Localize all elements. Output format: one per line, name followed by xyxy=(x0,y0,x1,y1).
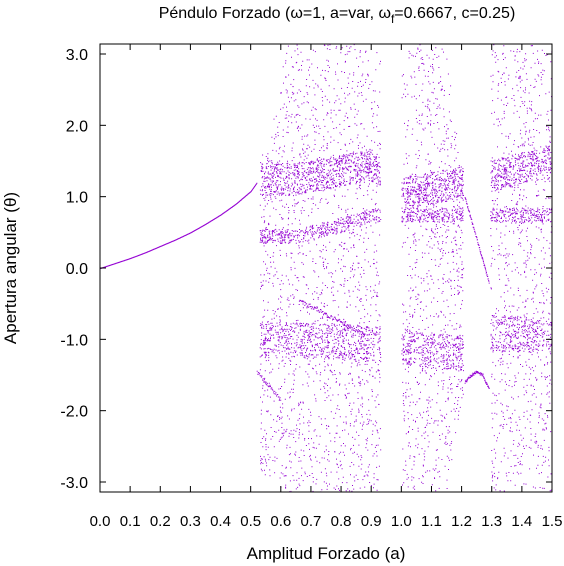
x-tick-label: 1.1 xyxy=(421,513,442,530)
x-tick-label: 0.0 xyxy=(90,513,111,530)
x-tick-label: 0.4 xyxy=(210,513,231,530)
title-omega: ω xyxy=(290,5,303,22)
chart-title: Péndulo Forzado (ω=1, a=var, ωf=0.6667, … xyxy=(159,5,516,26)
x-tick-label: 1.0 xyxy=(391,513,412,530)
x-tick-label: 0.3 xyxy=(180,513,201,530)
title-subscript: f xyxy=(391,12,395,26)
y-axis: 3.0 2.0 1.0 0.0 -1.0 -2.0 -3.0 xyxy=(60,47,552,492)
x-tick-label: 0.8 xyxy=(331,513,352,530)
x-axis-label: Amplitud Forzado (a) xyxy=(247,544,406,563)
x-tick-label: 1.5 xyxy=(542,513,563,530)
y-tick-label: 0.0 xyxy=(66,261,88,278)
title-prefix: Péndulo Forzado ( xyxy=(159,5,291,22)
scatter-dots xyxy=(100,44,552,492)
x-tick-label: 0.7 xyxy=(301,513,322,530)
x-tick-label: 1.4 xyxy=(511,513,532,530)
y-tick-label: 1.0 xyxy=(66,190,88,207)
y-axis-label: Apertura angular (θ) xyxy=(1,192,20,344)
title-part2: =0.6667, c=0.25) xyxy=(394,5,515,22)
x-tick-label: 0.5 xyxy=(240,513,261,530)
y-tick-label: -3.0 xyxy=(60,475,88,492)
x-tick-label: 1.3 xyxy=(481,513,502,530)
x-tick-label: 1.2 xyxy=(451,513,472,530)
x-tick-label: 0.6 xyxy=(270,513,291,530)
y-tick-label: -1.0 xyxy=(60,332,88,349)
scatter-points xyxy=(100,44,552,492)
x-axis: 0.0 0.1 0.2 0.3 0.4 0.5 0.6 0.7 0.8 0.9 1.0 1.1 1.2 1… xyxy=(90,44,563,530)
x-tick-label: 0.9 xyxy=(361,513,382,530)
y-tick-label: 3.0 xyxy=(66,47,88,64)
x-tick-label: 0.1 xyxy=(120,513,141,530)
plot-area xyxy=(100,44,552,492)
y-tick-label: 2.0 xyxy=(66,118,88,135)
y-tick-label: -2.0 xyxy=(60,404,88,421)
title-omega-f: ω xyxy=(378,5,391,22)
x-tick-label: 0.2 xyxy=(150,513,171,530)
title-part1: =1, a=var, xyxy=(303,5,379,22)
